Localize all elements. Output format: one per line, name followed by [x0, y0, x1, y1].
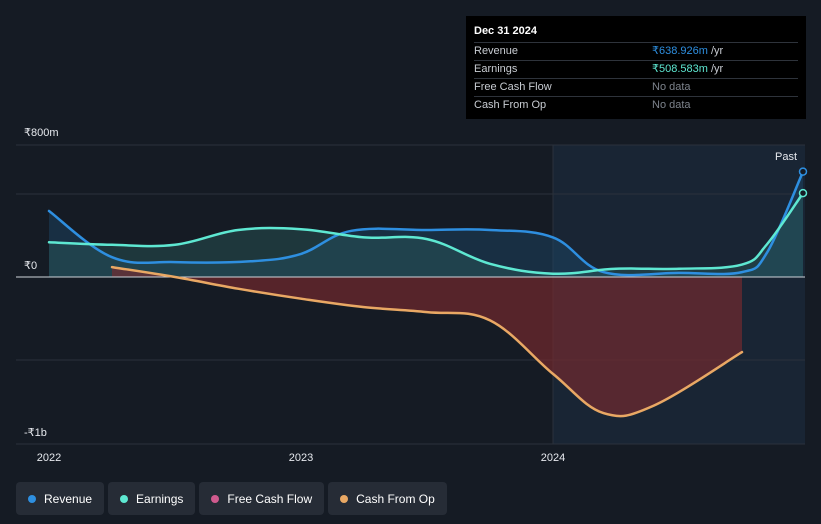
earnings-line	[47, 191, 805, 276]
legend-label: Cash From Op	[356, 491, 435, 506]
tooltip-row-cash-from-op: Cash From Op No data	[474, 96, 798, 114]
revenue-area	[49, 171, 803, 277]
series-lines	[47, 167, 808, 418]
legend-item-earnings[interactable]: Earnings	[108, 482, 196, 515]
tooltip-label: Revenue	[474, 45, 519, 57]
earnings-end-point	[798, 188, 808, 198]
legend-item-cash-from-op[interactable]: Cash From Op	[328, 482, 447, 515]
chart-area: ₹800m ₹0 -₹1b 2022 2023 2024 Past	[16, 127, 808, 464]
tooltip-row-revenue: Revenue ₹638.926m /yr	[474, 42, 798, 60]
legend-label: Revenue	[44, 491, 93, 506]
tooltip-value: ₹508.583m	[652, 63, 708, 75]
tooltip-label: Earnings	[474, 63, 518, 75]
y-tick-label: ₹800m	[24, 127, 59, 139]
legend-item-revenue[interactable]: Revenue	[16, 482, 105, 515]
revenue-dot-icon	[28, 494, 36, 503]
tooltip-value: No data	[652, 99, 691, 111]
cash-from-op-line	[110, 265, 744, 418]
tooltip-date: Dec 31 2024	[474, 25, 537, 37]
x-tick-label: 2022	[37, 452, 61, 464]
tooltip-label: Cash From Op	[474, 99, 547, 111]
tooltip-label: Free Cash Flow	[474, 81, 552, 93]
tooltip-unit: /yr	[710, 63, 724, 75]
free-cash-flow-dot-icon	[211, 494, 220, 503]
past-label: Past	[775, 151, 797, 163]
cash-from-op-dot-icon	[340, 494, 349, 503]
series-areas	[49, 171, 803, 417]
legend-item-free-cash-flow[interactable]: Free Cash Flow	[199, 482, 325, 515]
tooltip-unit: /yr	[710, 45, 724, 57]
tooltip-value: No data	[652, 81, 691, 93]
y-tick-label: -₹1b	[24, 427, 47, 439]
legend: Revenue Earnings Free Cash Flow Cash Fro…	[16, 482, 447, 515]
x-tick-label: 2023	[289, 452, 313, 464]
legend-label: Earnings	[136, 491, 184, 506]
earnings-area	[49, 193, 803, 277]
x-tick-label: 2024	[541, 452, 565, 464]
tooltip-value: ₹638.926m	[652, 45, 708, 57]
revenue-end-point	[798, 167, 808, 176]
legend-label: Free Cash Flow	[227, 491, 313, 506]
tooltip-row-earnings: Earnings ₹508.583m /yr	[474, 60, 798, 78]
data-tooltip: Dec 31 2024 Revenue ₹638.926m /yr Earnin…	[466, 16, 806, 119]
axis-labels: ₹800m ₹0 -₹1b 2022 2023 2024 Past	[24, 127, 797, 464]
tooltip-row-free-cash-flow: Free Cash Flow No data	[474, 78, 798, 96]
earnings-dot-icon	[120, 494, 129, 503]
revenue-line	[47, 170, 805, 277]
cash-from-op-area	[112, 267, 742, 417]
y-tick-label: ₹0	[24, 260, 37, 272]
